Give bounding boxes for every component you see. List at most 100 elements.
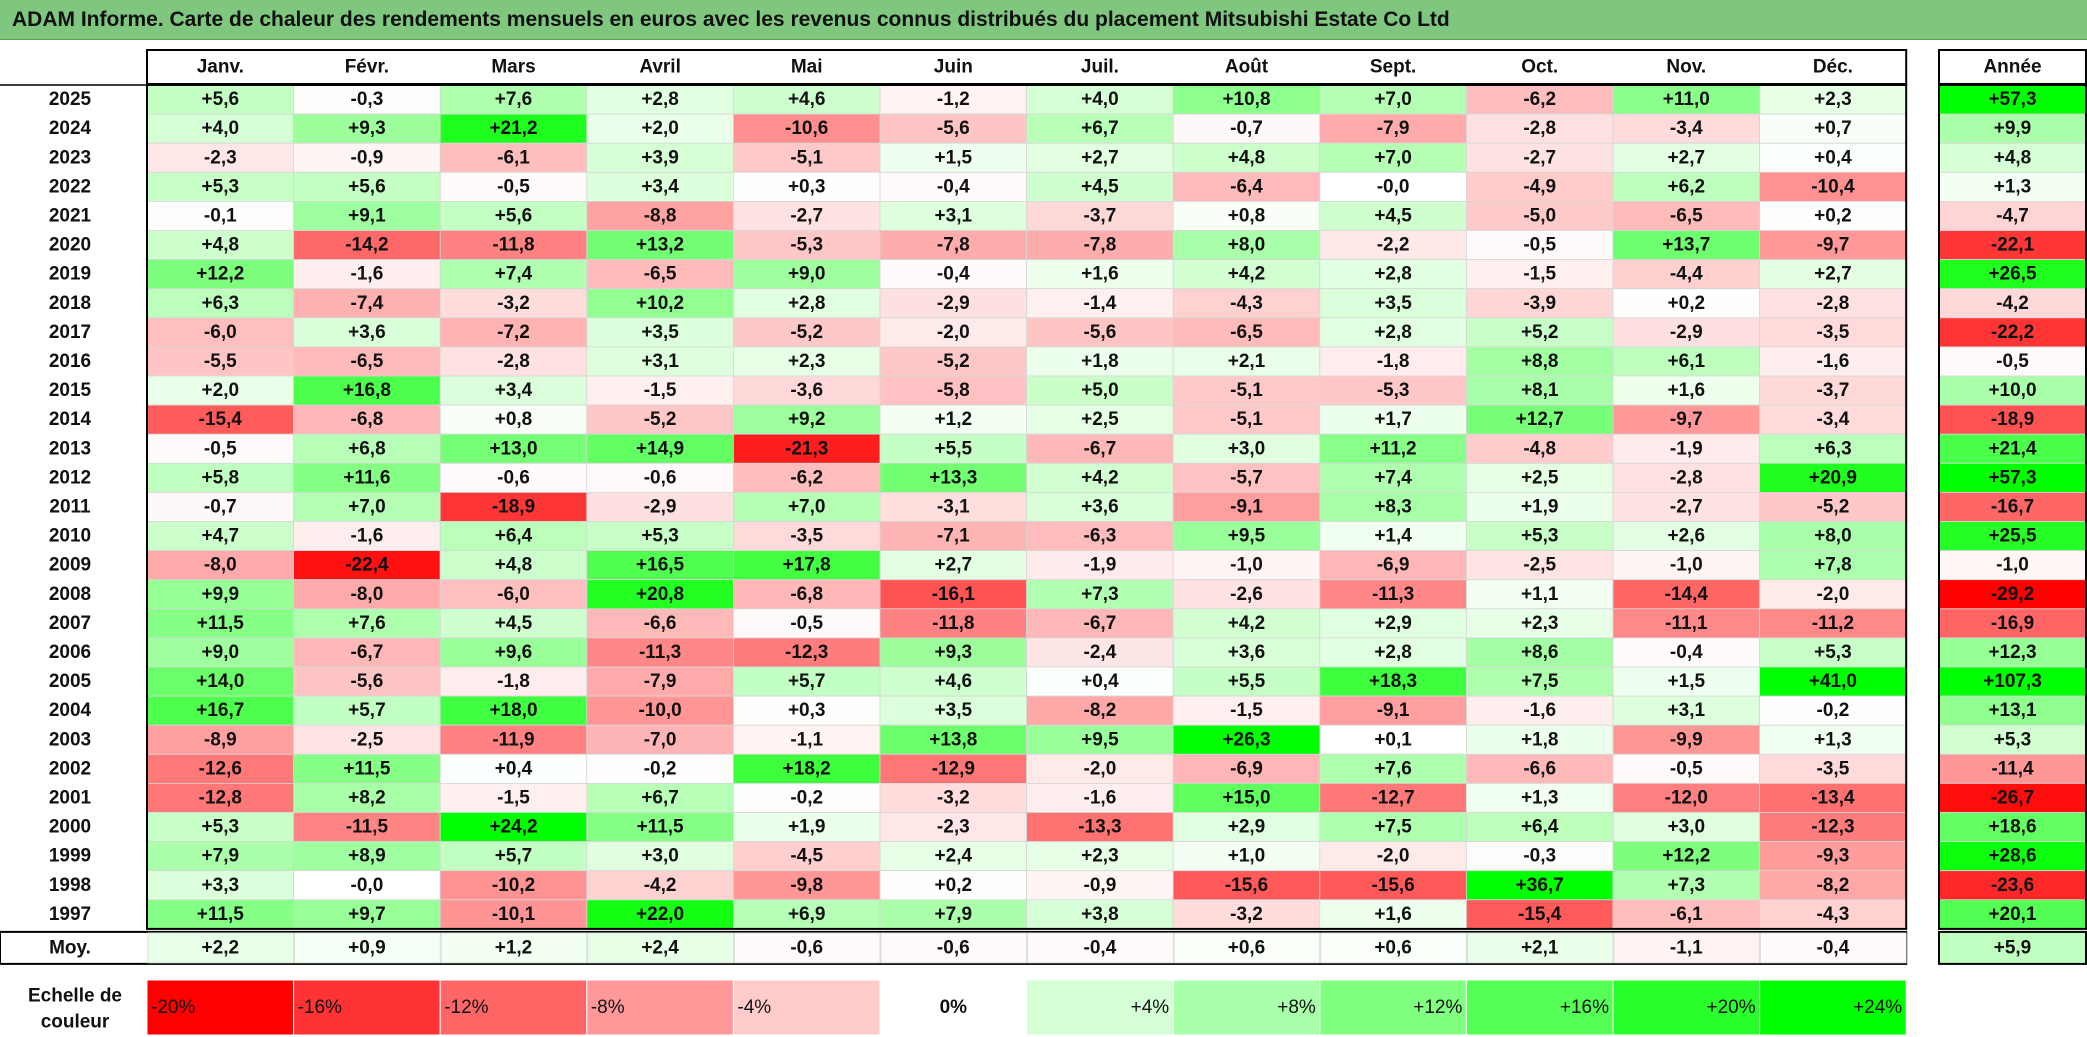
heatmap-cell-label: -4,4 xyxy=(1670,264,1703,285)
heatmap-cell-label: +18,2 xyxy=(783,758,831,779)
heatmap-cell xyxy=(1172,783,1321,813)
heatmap-cell xyxy=(1319,841,1467,872)
heatmap-cell xyxy=(1026,695,1174,726)
heatmap-cell xyxy=(439,695,588,726)
heatmap-cell xyxy=(1612,462,1761,493)
color-scale-swatch xyxy=(586,979,734,1036)
heatmap-cell-label: -0,9 xyxy=(1084,875,1117,896)
column-label: Août xyxy=(1225,57,1269,78)
annual-cell xyxy=(1938,812,2087,843)
heatmap-cell xyxy=(1466,550,1614,581)
heatmap-cell-label: +20,8 xyxy=(636,584,684,605)
heatmap-cell-label: +5,3 xyxy=(1521,526,1559,547)
heatmap-cell-label: -11,8 xyxy=(932,613,974,634)
heatmap-cell-label: -5,0 xyxy=(1523,205,1556,226)
heatmap-cell-label: +10,8 xyxy=(1222,89,1270,110)
heatmap-cell xyxy=(1026,433,1174,464)
heatmap-cell-label: -2,3 xyxy=(204,147,237,168)
annual-cell xyxy=(1938,666,2087,697)
annual-cell-label: +26,5 xyxy=(1988,264,2037,285)
heatmap-cell xyxy=(439,113,588,144)
row-year-label: 1997 xyxy=(49,904,91,925)
heatmap-cell xyxy=(586,666,734,697)
heatmap-cell-label: -1,6 xyxy=(1523,700,1556,721)
heatmap-cell-label: +3,9 xyxy=(641,147,679,168)
heatmap-cell xyxy=(439,171,588,202)
heatmap-cell-label: +3,1 xyxy=(935,205,973,226)
heatmap-cell-label: +4,6 xyxy=(788,89,826,110)
heatmap-cell xyxy=(733,462,881,493)
heatmap-cell xyxy=(1026,841,1174,872)
heatmap-cell-label: -4,3 xyxy=(1230,293,1263,314)
heatmap-cell-label: +3,4 xyxy=(495,380,533,401)
heatmap-cell-label: +2,0 xyxy=(641,118,679,139)
heatmap-cell xyxy=(146,404,295,435)
heatmap-cell xyxy=(586,317,734,348)
heatmap-cell-label: +1,5 xyxy=(1668,671,1706,692)
heatmap-cell xyxy=(1026,404,1174,435)
heatmap-cell-label: -6,8 xyxy=(790,584,823,605)
heatmap-cell-label: +6,9 xyxy=(788,904,826,925)
annual-average-label: +5,9 xyxy=(1994,937,2032,958)
annual-cell-label: +12,3 xyxy=(1988,642,2036,663)
average-cell xyxy=(1027,932,1174,964)
heatmap-cell-label: +3,5 xyxy=(935,700,973,721)
heatmap-cell xyxy=(586,375,734,406)
heatmap-cell xyxy=(1466,200,1614,231)
heatmap-cell-label: +4,5 xyxy=(1374,205,1412,226)
heatmap-cell xyxy=(1612,841,1761,872)
heatmap-cell xyxy=(1319,404,1467,435)
heatmap-cell xyxy=(146,812,295,843)
heatmap-cell-label: -3,6 xyxy=(790,380,823,401)
heatmap-cell-label: -5,6 xyxy=(351,671,384,692)
heatmap-cell-label: -1,1 xyxy=(790,729,823,750)
heatmap-cell xyxy=(1319,637,1467,668)
heatmap-cell-label: +0,7 xyxy=(1814,118,1852,139)
heatmap-cell-label: -2,9 xyxy=(1670,322,1703,343)
average-cell xyxy=(294,932,441,964)
heatmap-cell-label: +3,0 xyxy=(1228,438,1266,459)
annual-cell-label: +18,6 xyxy=(1988,817,2036,838)
heatmap-cell xyxy=(1759,899,1907,930)
heatmap-cell xyxy=(879,666,1028,697)
heatmap-cell-label: +3,5 xyxy=(641,322,679,343)
heatmap-cell-label: -5,5 xyxy=(204,351,237,372)
heatmap-cell xyxy=(1466,608,1614,639)
row-year-label: 2004 xyxy=(49,700,92,721)
heatmap-cell-label: +0,2 xyxy=(1814,205,1852,226)
heatmap-cell-label: -5,6 xyxy=(1084,322,1117,343)
heatmap-cell-label: +3,1 xyxy=(641,351,679,372)
heatmap-cell-label: +6,8 xyxy=(348,438,386,459)
heatmap-cell xyxy=(146,637,295,668)
heatmap-cell xyxy=(1172,142,1321,173)
heatmap-cell-label: +5,6 xyxy=(348,176,386,197)
heatmap-cell-label: -10,2 xyxy=(492,875,535,896)
heatmap-cell-label: -12,9 xyxy=(932,758,975,779)
color-scale-label: +20% xyxy=(1706,997,1755,1018)
heatmap-cell-label: +6,7 xyxy=(641,787,679,808)
heatmap-cell-label: +2,1 xyxy=(1228,351,1266,372)
heatmap-cell-label: -7,2 xyxy=(497,322,530,343)
heatmap-cell-label: +0,8 xyxy=(1228,205,1266,226)
heatmap-cell-label: +2,7 xyxy=(1814,264,1852,285)
row-year-label: 2018 xyxy=(49,293,91,314)
average-cell xyxy=(587,932,734,964)
heatmap-cell xyxy=(1172,113,1321,144)
heatmap-cell-label: +6,3 xyxy=(1814,438,1852,459)
heatmap-cell xyxy=(146,200,295,231)
heatmap-cell-label: +3,0 xyxy=(641,846,679,867)
column-label: Mai xyxy=(791,57,823,78)
heatmap-cell xyxy=(146,608,295,639)
annual-cell-label: -16,7 xyxy=(1991,496,2034,517)
heatmap-cell-label: +8,9 xyxy=(348,846,386,867)
heatmap-cell xyxy=(1466,317,1614,348)
column-label: Sept. xyxy=(1370,57,1416,78)
heatmap-cell xyxy=(146,230,295,261)
heatmap-cell xyxy=(439,346,588,377)
heatmap-cell xyxy=(439,288,588,319)
average-cell-label: +2,2 xyxy=(202,937,240,958)
heatmap-cell xyxy=(1466,491,1614,522)
heatmap-cell-label: -6,9 xyxy=(1230,758,1263,779)
heatmap-cell-label: +2,7 xyxy=(1668,147,1706,168)
